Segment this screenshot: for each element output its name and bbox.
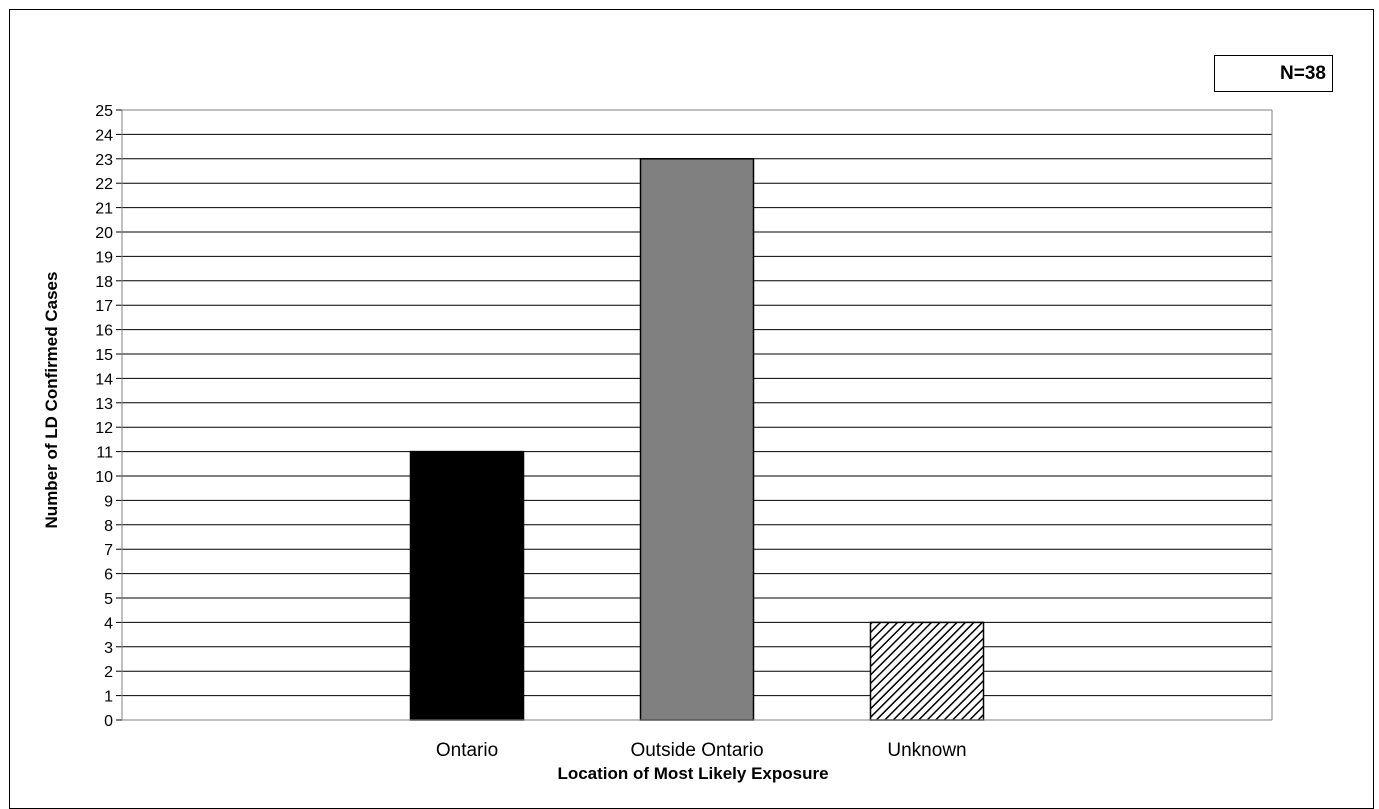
- y-tick-label: 9: [104, 493, 113, 510]
- y-tick-label: 2: [104, 664, 113, 681]
- bar-unknown: [869, 621, 985, 721]
- y-tick-label: 13: [95, 396, 113, 413]
- y-tick-label: 16: [95, 323, 113, 340]
- y-tick-label: 7: [104, 542, 113, 559]
- y-tick-labels: 0123456789101112131415161718192021222324…: [95, 103, 113, 730]
- y-tick-label: 20: [95, 225, 113, 242]
- y-tick-label: 11: [96, 445, 113, 462]
- y-tick-label: 24: [95, 127, 113, 144]
- y-tick-label: 8: [104, 518, 113, 535]
- sample-size-box: N=38: [1214, 55, 1333, 92]
- y-tick-label: 12: [95, 420, 113, 437]
- x-tick-labels: Ontario Outside Ontario Unknown: [436, 740, 967, 761]
- y-tick-label: 15: [95, 347, 113, 364]
- y-tick-label: 17: [95, 298, 113, 315]
- bar-outside-ontario: [639, 158, 755, 721]
- y-tick-label: 1: [104, 689, 113, 706]
- y-tick-label: 19: [95, 249, 113, 266]
- bars: [409, 158, 985, 721]
- x-tick-label: Outside Ontario: [630, 740, 763, 761]
- bar-ontario: [409, 450, 525, 721]
- y-axis-title: Number of LD Confirmed Cases: [42, 271, 61, 529]
- axes: [121, 109, 1273, 721]
- y-tick-label: 3: [104, 640, 113, 657]
- y-tick-label: 10: [95, 469, 113, 486]
- y-tick-label: 14: [95, 371, 113, 388]
- y-tick-label: 25: [95, 103, 113, 120]
- x-axis-title: Location of Most Likely Exposure: [557, 764, 829, 783]
- y-tick-label: 0: [104, 713, 113, 730]
- y-tick-label: 23: [95, 152, 113, 169]
- y-tick-label: 5: [104, 591, 113, 608]
- x-tick-label: Ontario: [436, 740, 498, 761]
- y-tick-label: 4: [104, 615, 113, 632]
- y-tick-label: 18: [95, 274, 113, 291]
- y-tick-label: 21: [95, 201, 113, 218]
- y-tick-label: 6: [104, 567, 113, 584]
- y-tick-label: 22: [95, 176, 113, 193]
- x-tick-label: Unknown: [887, 740, 966, 761]
